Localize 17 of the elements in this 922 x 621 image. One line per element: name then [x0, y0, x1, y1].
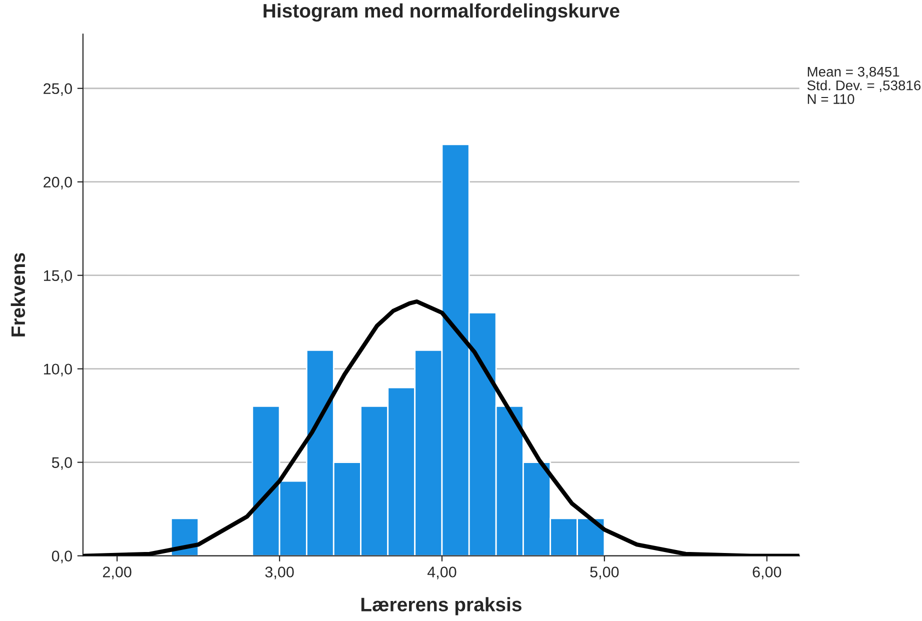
text: Std. Dev. = ,53816 — [807, 80, 921, 92]
y-tick-label: 0,0 — [52, 550, 72, 564]
y-tick-label: 10,0 — [44, 364, 72, 376]
y-axis-title: Frekvens — [10, 253, 26, 336]
y-tick-label: 20,0 — [44, 176, 72, 190]
chart-title: Histogram med normalfordelingskurve — [264, 3, 620, 22]
y-tick-label: 5,0 — [52, 457, 72, 470]
x-tick-label: 4,00 — [427, 566, 456, 580]
text: Mean = 3,8451 — [808, 66, 900, 78]
x-tick-label: 6,00 — [752, 566, 782, 580]
x-axis-title: Lærerens praksis — [361, 597, 522, 616]
x-tick-label: 2,00 — [102, 566, 132, 580]
x-tick-label: 5,00 — [590, 566, 619, 580]
text: N = 110 — [808, 94, 854, 104]
y-tick-label: 15,0 — [44, 270, 72, 283]
y-tick-label: 25,0 — [44, 83, 72, 96]
x-tick-label: 3,00 — [265, 566, 294, 580]
